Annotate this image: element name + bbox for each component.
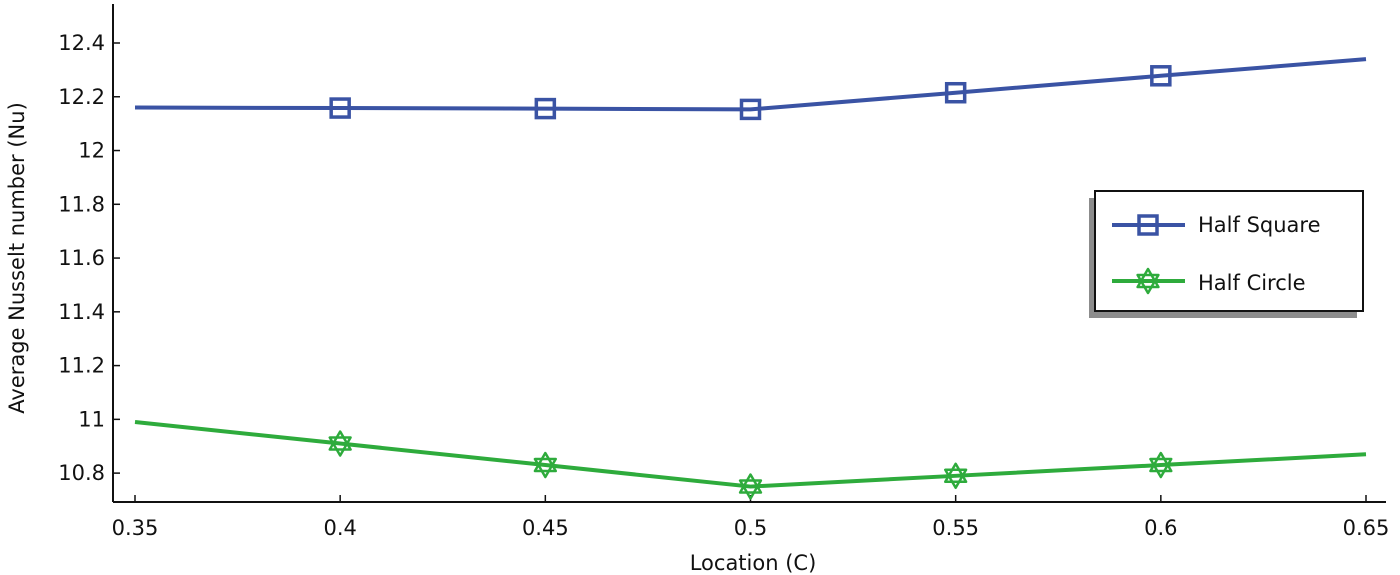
series-line <box>134 57 1367 112</box>
data-point-hexagram <box>328 430 352 457</box>
y-tick-label: 12.2 <box>58 85 105 109</box>
x-axis: 0.35 0.4 0.45 0.5 0.55 0.6 0.65 <box>112 495 1390 540</box>
y-tick-label: 11.8 <box>58 192 105 216</box>
x-tick-label: 0.6 <box>1144 516 1177 540</box>
y-tick-label: 11.4 <box>58 300 105 324</box>
hexagram-triangle-up <box>944 462 968 484</box>
data-point-square <box>1150 65 1172 87</box>
x-tick-label: 0.45 <box>522 516 569 540</box>
hexagram-triangle-down <box>944 468 968 490</box>
y-axis-title: Average Nusselt number (Nu) <box>5 102 29 414</box>
legend-hexagram <box>1136 267 1160 295</box>
hexagram-triangle-down <box>533 457 557 479</box>
x-axis-title: Location (C) <box>690 551 817 575</box>
hexagram-triangle-down <box>328 436 352 457</box>
data-point-square <box>739 98 762 121</box>
data-point-square <box>534 97 557 120</box>
legend: Half Square Half Circle <box>1089 190 1364 318</box>
hexagram-triangle-up <box>533 451 557 473</box>
x-tick-label: 0.35 <box>112 516 159 540</box>
data-point-hexagram <box>738 473 763 500</box>
legend-square-marker-icon <box>1137 214 1159 236</box>
series-half-square <box>134 57 1367 121</box>
y-tick-label: 11.6 <box>58 246 105 270</box>
y-tick-label: 10.8 <box>58 461 105 485</box>
hexagram-triangle-down <box>738 479 763 500</box>
legend-label-half-circle: Half Circle <box>1198 271 1306 295</box>
hexagram-triangle-down <box>1136 273 1160 295</box>
hexagram-triangle-up <box>1149 451 1173 473</box>
y-tick-label: 11 <box>78 407 105 431</box>
series-layer <box>134 57 1367 500</box>
hexagram-triangle-up <box>738 473 763 494</box>
y-tick-label: 11.2 <box>58 354 105 378</box>
legend-box <box>1094 190 1364 312</box>
x-tick-label: 0.65 <box>1343 516 1390 540</box>
data-point-hexagram <box>533 451 557 479</box>
series-half-circle <box>134 420 1367 500</box>
legend-square <box>1137 214 1159 236</box>
x-tick-label: 0.5 <box>734 516 767 540</box>
x-tick-label: 0.4 <box>323 516 356 540</box>
hexagram-triangle-up <box>328 430 352 451</box>
hexagram-triangle-down <box>1149 457 1173 479</box>
legend-hexagram-marker-icon <box>1136 267 1160 295</box>
legend-label-half-square: Half Square <box>1198 213 1321 237</box>
data-point-square <box>329 97 351 119</box>
x-tick-label: 0.55 <box>932 516 979 540</box>
data-point-hexagram <box>1149 451 1173 479</box>
series-line <box>134 420 1367 489</box>
y-axis: 10.8 11 11.2 11.4 11.6 11.8 12 12.2 12.4 <box>58 31 120 485</box>
y-tick-label: 12 <box>78 139 105 163</box>
data-point-square <box>944 81 967 104</box>
y-tick-label: 12.4 <box>58 31 105 55</box>
hexagram-triangle-up <box>1136 267 1160 289</box>
data-point-hexagram <box>944 462 968 490</box>
